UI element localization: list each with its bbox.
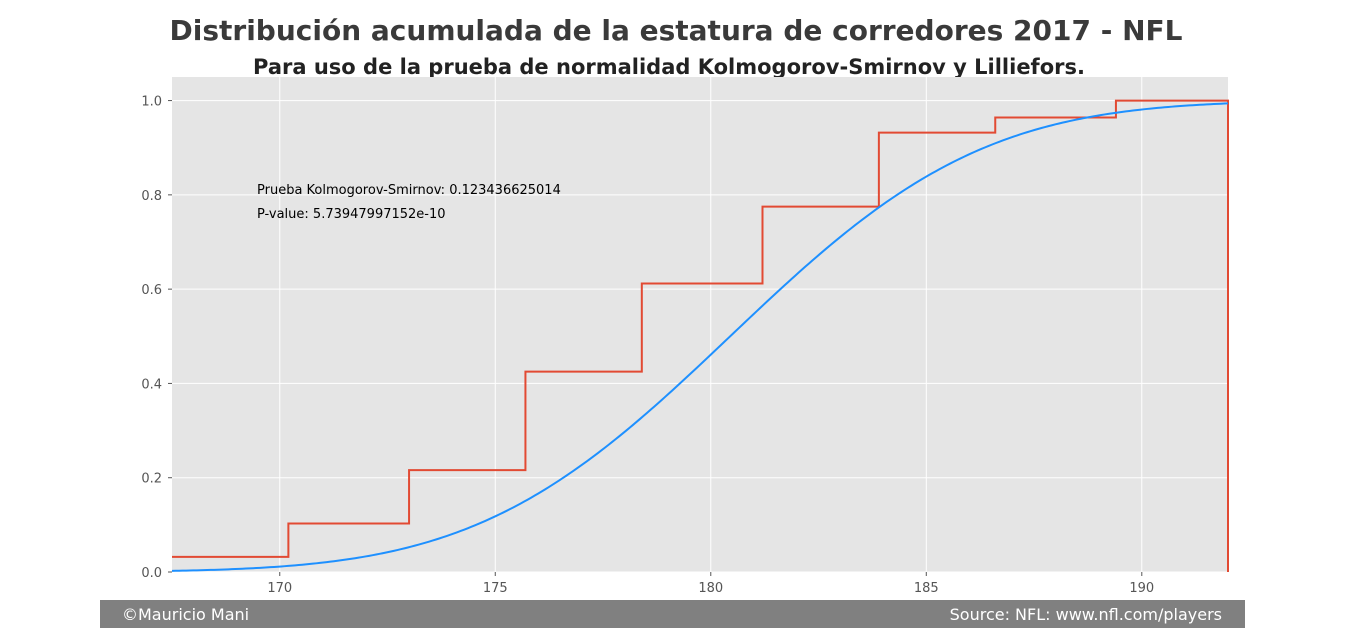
y-tick-label: 0.2 bbox=[141, 472, 162, 487]
chart-title: Distribución acumulada de la estatura de… bbox=[169, 14, 1183, 47]
chart-subtitle: Para uso de la prueba de normalidad Kolm… bbox=[253, 55, 1085, 79]
data-series bbox=[171, 99, 1229, 572]
y-tick-label: 0.6 bbox=[141, 283, 162, 298]
cdf-chart: 170 175 180 185 190 0.0 0.2 0.4 0.6 0.8 1.0 Prueba… bbox=[141, 77, 1229, 596]
plot-background bbox=[172, 77, 1228, 572]
ks-statistic-annotation: Prueba Kolmogorov-Smirnov: 0.12343662501… bbox=[257, 183, 561, 198]
y-tick-label: 1.0 bbox=[141, 95, 162, 110]
x-tick-label: 180 bbox=[698, 581, 723, 596]
y-tick-label: 0.4 bbox=[141, 377, 162, 392]
p-value-annotation: P-value: 5.73947997152e-10 bbox=[257, 207, 446, 222]
x-tick-label: 190 bbox=[1129, 581, 1154, 596]
y-tick-label: 0.8 bbox=[141, 189, 162, 204]
x-tick-label: 175 bbox=[483, 581, 508, 596]
axis-ticks: 170 175 180 185 190 0.0 0.2 0.4 0.6 0.8 1.0 bbox=[141, 95, 1154, 596]
footer-bar: ©Mauricio Mani Source: NFL: www.nfl.com/… bbox=[100, 600, 1245, 628]
empirical-cdf-line bbox=[172, 99, 1229, 572]
x-tick-label: 185 bbox=[914, 581, 939, 596]
normal-cdf-line bbox=[171, 102, 1229, 572]
footer-credit: ©Mauricio Mani bbox=[122, 605, 250, 624]
y-tick-label: 0.0 bbox=[141, 566, 162, 581]
x-tick-label: 170 bbox=[267, 581, 292, 596]
footer-source: Source: NFL: www.nfl.com/players bbox=[949, 605, 1222, 624]
grid-lines bbox=[172, 77, 1228, 573]
